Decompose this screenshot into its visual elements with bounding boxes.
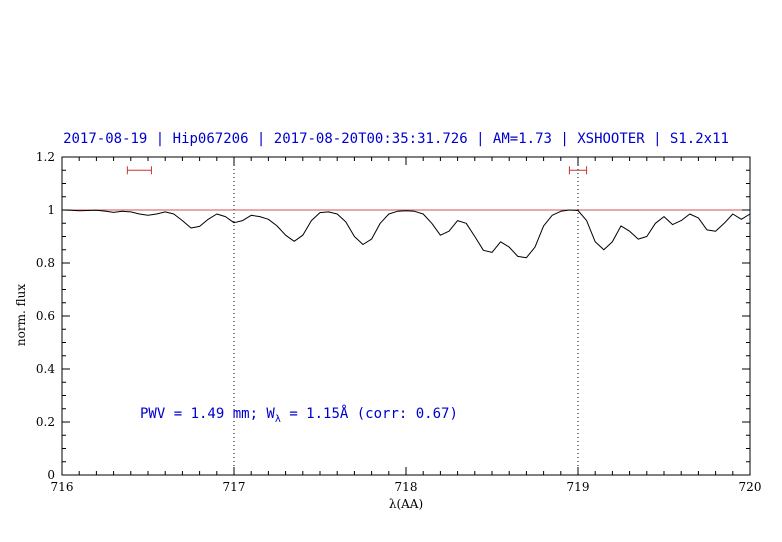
plot-border xyxy=(61,156,751,476)
x-tick-label: 718 xyxy=(395,480,418,494)
plot-title: 2017-08-19 | Hip067206 | 2017-08-20T00:3… xyxy=(63,131,729,147)
y-tick-label: 0 xyxy=(47,468,55,482)
y-tick-label: 0.8 xyxy=(36,256,55,270)
y-tick-label: 0.6 xyxy=(36,309,55,323)
spectrum-line xyxy=(61,209,751,259)
y-tick-label: 1.2 xyxy=(36,150,55,164)
x-tick-label: 719 xyxy=(567,480,590,494)
pwv-annotation: PWV = 1.49 mm; Wλ = 1.15Å (corr: 0.67) xyxy=(140,406,458,425)
y-tick-label: 1 xyxy=(47,203,55,217)
x-tick-label: 717 xyxy=(223,480,246,494)
y-tick-label: 0.4 xyxy=(36,362,55,376)
y-tick-label: 0.2 xyxy=(36,415,55,429)
x-tick-label: 716 xyxy=(51,480,74,494)
x-tick-label: 720 xyxy=(739,480,762,494)
y-axis-label: norm. flux xyxy=(14,283,28,347)
pwv-annotation-suffix: = 1.15Å (corr: 0.67) xyxy=(280,406,458,422)
x-axis-label: λ(AA) xyxy=(388,497,424,511)
pwv-annotation-prefix: PWV = 1.49 mm; W xyxy=(140,406,275,422)
pwv-annotation-subscript: λ xyxy=(274,413,281,425)
